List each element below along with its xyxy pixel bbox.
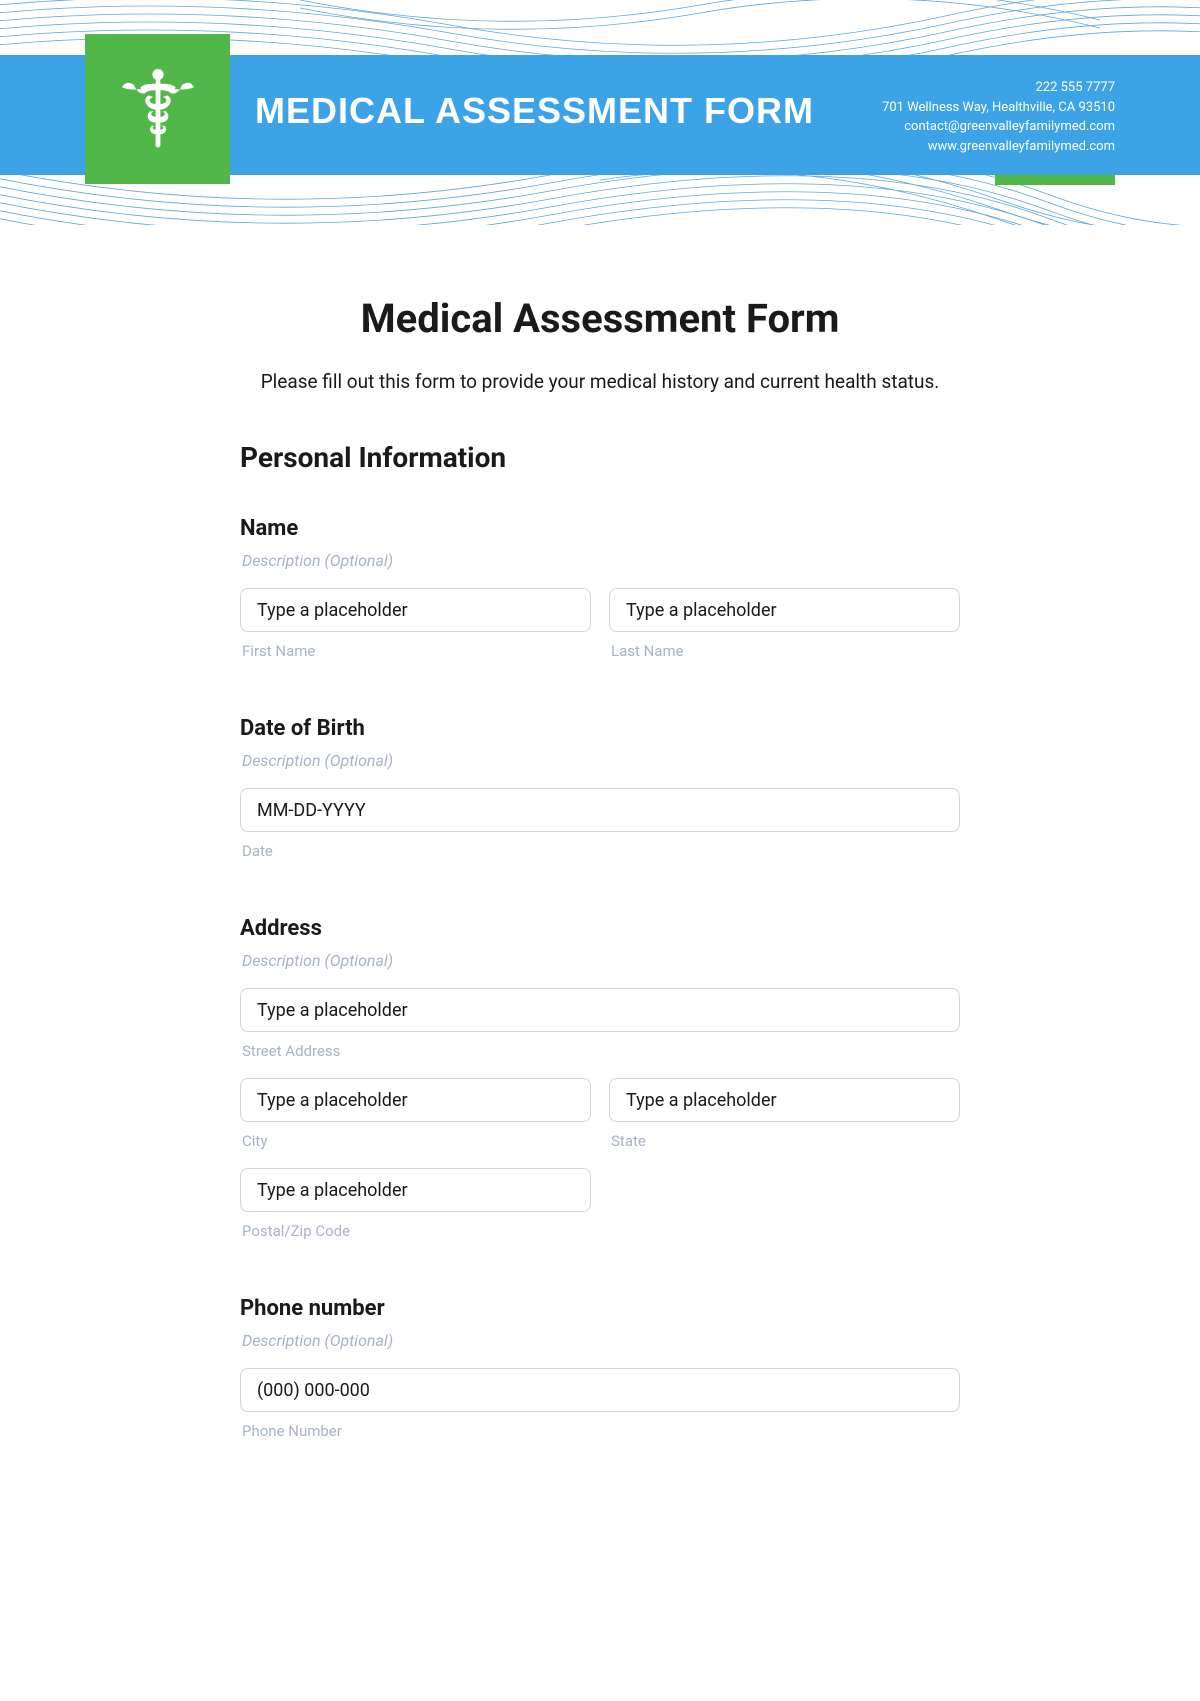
field-phone: Phone number Description (Optional) Phon… (240, 1296, 960, 1440)
field-dob: Date of Birth Description (Optional) Dat… (240, 716, 960, 860)
dob-sublabel: Date (240, 842, 960, 860)
form-subtitle: Please fill out this form to provide you… (240, 370, 960, 393)
caduceus-icon (118, 64, 198, 154)
phone-input[interactable] (240, 1368, 960, 1412)
street-sublabel: Street Address (240, 1042, 960, 1060)
dob-label: Date of Birth (240, 716, 960, 741)
logo-box (85, 34, 230, 184)
field-name: Name Description (Optional) First Name L… (240, 516, 960, 660)
green-accent (995, 175, 1115, 185)
form-container: Medical Assessment Form Please fill out … (220, 295, 980, 1508)
contact-email: contact@greenvalleyfamilymed.com (882, 117, 1115, 137)
address-label: Address (240, 916, 960, 941)
street-input[interactable] (240, 988, 960, 1032)
field-address: Address Description (Optional) Street Ad… (240, 916, 960, 1240)
contact-phone: 222 555 7777 (882, 78, 1115, 98)
dob-input[interactable] (240, 788, 960, 832)
name-label: Name (240, 516, 960, 541)
city-sublabel: City (240, 1132, 591, 1150)
contact-info: 222 555 7777 701 Wellness Way, Healthvil… (882, 78, 1115, 156)
state-input[interactable] (609, 1078, 960, 1122)
section-personal-info: Personal Information (240, 441, 960, 474)
state-sublabel: State (609, 1132, 960, 1150)
postal-input[interactable] (240, 1168, 591, 1212)
last-name-input[interactable] (609, 588, 960, 632)
phone-label: Phone number (240, 1296, 960, 1321)
phone-desc: Description (Optional) (240, 1331, 960, 1350)
phone-sublabel: Phone Number (240, 1422, 960, 1440)
dob-desc: Description (Optional) (240, 751, 960, 770)
last-name-sublabel: Last Name (609, 642, 960, 660)
address-desc: Description (Optional) (240, 951, 960, 970)
contact-website: www.greenvalleyfamilymed.com (882, 137, 1115, 157)
name-desc: Description (Optional) (240, 551, 960, 570)
contact-address: 701 Wellness Way, Healthville, CA 93510 (882, 98, 1115, 118)
first-name-sublabel: First Name (240, 642, 591, 660)
form-title: Medical Assessment Form (240, 295, 960, 342)
postal-sublabel: Postal/Zip Code (240, 1222, 591, 1240)
city-input[interactable] (240, 1078, 591, 1122)
header-title: MEDICAL ASSESSMENT FORM (255, 90, 814, 132)
page-header: MEDICAL ASSESSMENT FORM 222 555 7777 701… (0, 0, 1200, 225)
first-name-input[interactable] (240, 588, 591, 632)
